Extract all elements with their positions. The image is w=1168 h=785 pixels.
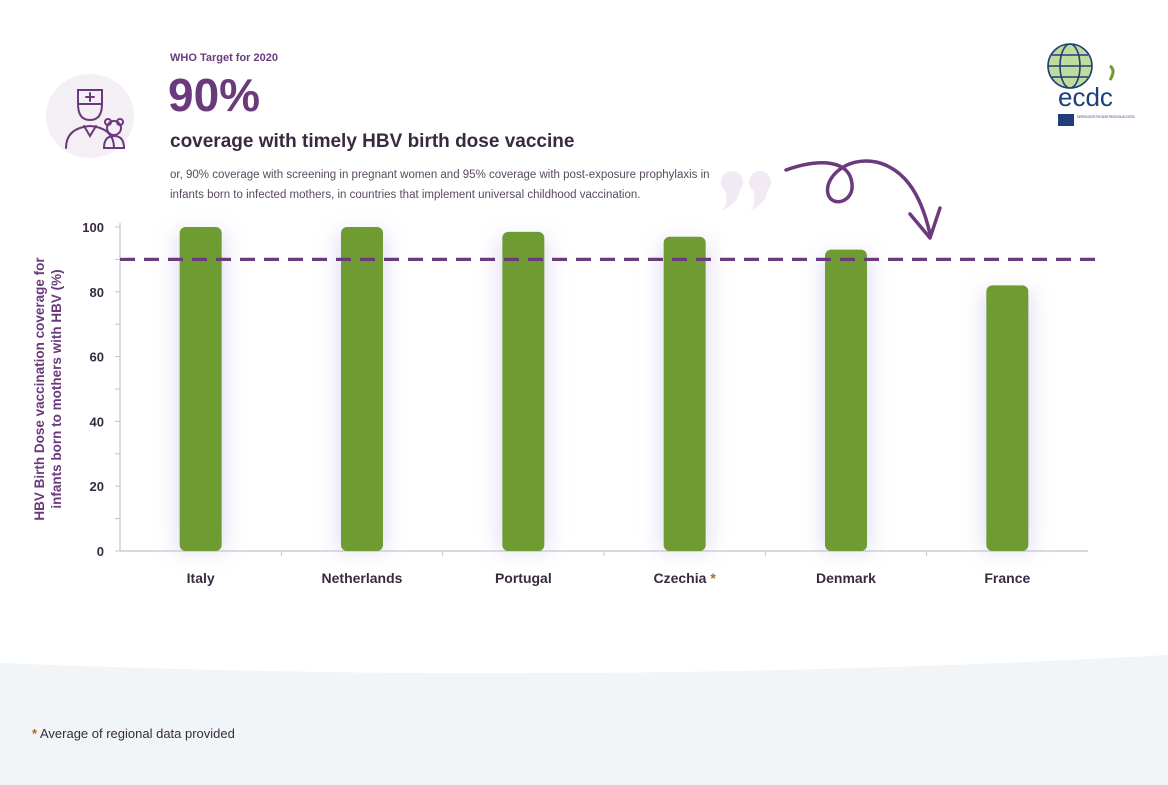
doctor-with-teddy-icon	[44, 72, 136, 160]
ecdc-logo-text: ecdc	[1058, 82, 1113, 112]
target-value: 90%	[168, 69, 261, 121]
bars	[179, 227, 1029, 552]
x-label-czechia: Czechia *	[653, 570, 716, 586]
bar-france	[986, 285, 1029, 551]
target-kicker: WHO Target for 2020	[170, 52, 278, 64]
footnote-text: Average of regional data provided	[39, 726, 235, 741]
target-description: or, 90% coverage with screening in pregn…	[170, 169, 710, 201]
bar-portugal	[502, 231, 545, 552]
coverage-bar-chart: HBV Birth Dose vaccination coverage for i…	[32, 220, 1098, 586]
headline: coverage with timely HBV birth dose vacc…	[170, 131, 575, 152]
ecdc-logo-subtitle: EUROPEAN CENTRE FOR DISEASE PREVENTION A…	[1077, 115, 1135, 119]
bar-italy	[179, 227, 222, 551]
y-tick-label: 60	[90, 350, 104, 365]
eu-flag-icon	[1058, 114, 1074, 126]
y-tick-label: 0	[97, 544, 104, 559]
x-label-netherlands: Netherlands	[322, 570, 403, 586]
ecdc-logo: ecdc EUROPEAN CENTRE FOR DISEASE PREVENT…	[1040, 42, 1140, 132]
y-tick-label: 100	[82, 220, 104, 235]
y-tick-label: 40	[90, 414, 104, 429]
quote-mark-icon	[718, 160, 778, 210]
curved-arrow-icon	[780, 150, 950, 250]
x-label-france: France	[984, 570, 1030, 586]
bar-shadows	[175, 233, 1033, 552]
y-axis: 0 20 40 60 80 100	[82, 220, 1088, 559]
footnote-star: *	[32, 726, 38, 741]
x-label-denmark: Denmark	[816, 570, 876, 586]
x-axis-labels: Italy Netherlands Portugal Czechia * Denmark F…	[187, 570, 1031, 586]
x-label-portugal: Portugal	[495, 570, 552, 586]
y-tick-label: 20	[90, 479, 104, 494]
y-tick-label: 80	[90, 285, 104, 300]
y-axis-label: HBV Birth Dose vaccination coverage for i…	[32, 257, 64, 521]
bar-czechia	[663, 236, 706, 551]
x-label-italy: Italy	[187, 570, 215, 586]
bottom-band	[0, 655, 1168, 785]
bar-denmark	[825, 249, 867, 551]
x-label-star: *	[710, 570, 716, 586]
bar-netherlands	[341, 227, 383, 551]
footnote: * Average of regional data provided	[32, 726, 235, 741]
y-axis-title: HBV Birth Dose vaccination coverage for i…	[32, 257, 64, 521]
